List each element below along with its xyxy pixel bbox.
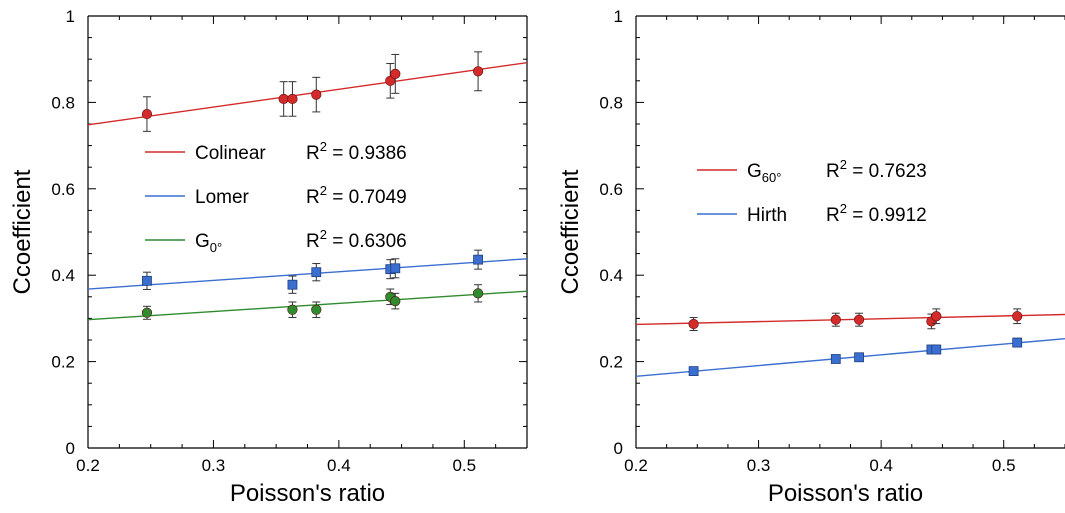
y-tick-label: 0 (614, 439, 623, 458)
fit-line (88, 61, 527, 126)
data-point (688, 366, 699, 377)
legend-r2: R2 = 0.9912 (826, 201, 927, 226)
y-tick-label: 0.4 (599, 266, 623, 285)
legend-r2: R2 = 0.7049 (306, 183, 407, 208)
data-point (688, 318, 699, 330)
x-tick-label: 0.4 (327, 456, 351, 475)
legend-label: G60° (747, 161, 781, 185)
x-axis-title: Poisson's ratio (768, 480, 923, 507)
data-point (311, 304, 322, 315)
series-colinear (88, 51, 527, 132)
data-point (473, 254, 483, 265)
x-tick-label: 0.4 (869, 456, 893, 475)
data-point (390, 68, 401, 79)
data-point (931, 344, 942, 355)
data-point (830, 354, 841, 364)
y-tick-label: 0.6 (599, 180, 623, 199)
series-lomer (88, 249, 527, 294)
legend-label: Hirth (747, 205, 787, 226)
legend-label: G0° (195, 231, 222, 255)
legend-label: Lomer (195, 187, 250, 208)
x-tick-label: 0.3 (747, 456, 771, 475)
data-point (830, 314, 841, 325)
y-tick-label: 0 (66, 439, 75, 458)
fit-line (88, 290, 527, 321)
data-point (1012, 337, 1023, 348)
legend-r2: R2 = 0.9386 (306, 139, 407, 164)
data-point (141, 108, 153, 120)
fit-line (636, 313, 1065, 326)
y-tick-label: 0.4 (51, 266, 75, 285)
legend-r2: R2 = 0.7623 (826, 157, 927, 182)
data-point (141, 307, 153, 318)
data-point (1012, 311, 1023, 322)
data-point (854, 352, 864, 363)
x-tick-label: 0.5 (452, 456, 476, 475)
fit-line (88, 258, 527, 290)
x-tick-label: 0.3 (202, 456, 226, 475)
data-point (287, 93, 298, 105)
data-point (287, 279, 298, 290)
data-point (931, 311, 942, 322)
series-g0- (88, 284, 527, 321)
data-point (853, 314, 865, 325)
fit-line (636, 338, 1065, 377)
y-axis-title: Ccoefficient (557, 169, 584, 294)
data-point (278, 93, 289, 105)
data-point (390, 263, 401, 274)
data-point (142, 275, 152, 286)
y-tick-label: 0.8 (599, 93, 623, 112)
series-g60- (636, 308, 1065, 331)
data-point (311, 267, 322, 278)
x-tick-label: 0.2 (624, 456, 648, 475)
series-hirth (636, 337, 1065, 377)
y-tick-label: 0.2 (51, 353, 75, 372)
legend-r2: R2 = 0.6306 (306, 227, 407, 252)
x-axis-title: Poisson's ratio (230, 480, 385, 507)
y-tick-label: 0.8 (51, 93, 75, 112)
data-point (311, 89, 322, 100)
x-tick-label: 0.2 (76, 456, 100, 475)
y-axis-title: Ccoefficient (9, 169, 36, 294)
y-tick-label: 0.6 (51, 180, 75, 199)
y-tick-label: 1 (66, 7, 75, 26)
x-tick-label: 0.5 (992, 456, 1016, 475)
data-point (472, 66, 484, 77)
data-point (472, 288, 484, 299)
legend-label: Colinear (195, 143, 266, 164)
y-tick-label: 1 (614, 7, 623, 26)
data-point (287, 304, 298, 315)
data-point (390, 296, 401, 307)
y-tick-label: 0.2 (599, 353, 623, 372)
